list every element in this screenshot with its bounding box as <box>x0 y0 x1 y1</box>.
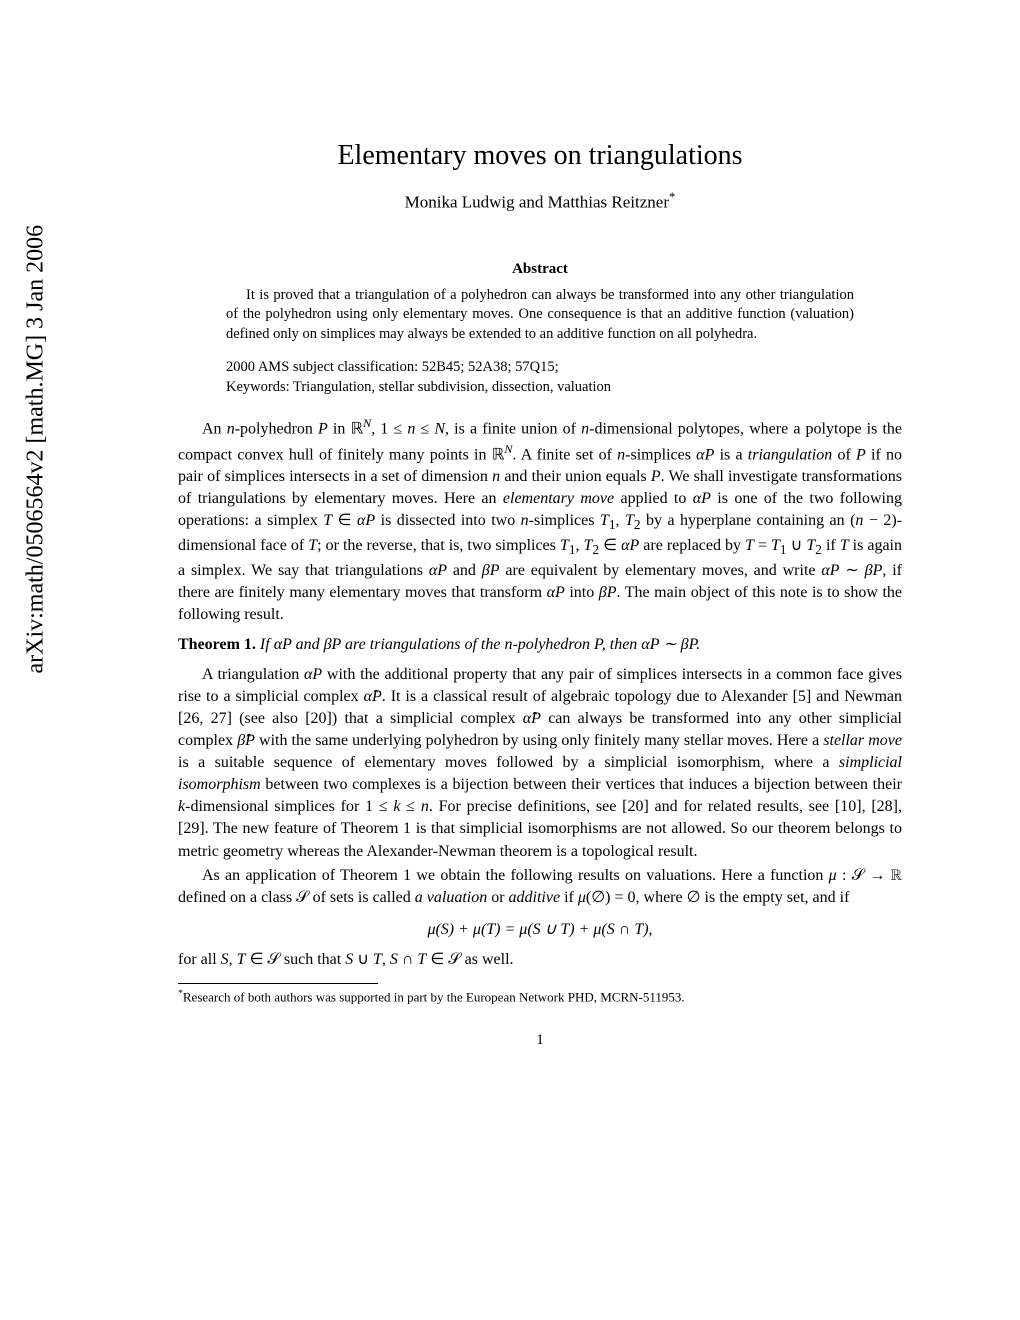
body-paragraph-3: As an application of Theorem 1 we obtain… <box>178 865 902 909</box>
theorem-1: Theorem 1. If αP and βP are triangulatio… <box>178 634 902 656</box>
paper-authors: Monika Ludwig and Matthias Reitzner* <box>178 190 902 213</box>
meta-block: 2000 AMS subject classification: 52B45; … <box>178 358 902 397</box>
ams-classification: 2000 AMS subject classification: 52B45; … <box>226 358 854 378</box>
body-paragraph-1: An n-polyhedron P in ℝN, 1 ≤ n ≤ N, is a… <box>178 415 902 625</box>
body-paragraph-2: A triangulation αP with the additional p… <box>178 664 902 863</box>
abstract-heading: Abstract <box>178 261 902 278</box>
paper-title: Elementary moves on triangulations <box>178 140 902 172</box>
footnote: *Research of both authors was supported … <box>178 988 902 1006</box>
arxiv-identifier: arXiv:math/0506564v2 [math.MG] 3 Jan 200… <box>23 225 50 674</box>
author-names: Monika Ludwig and Matthias Reitzner <box>405 193 669 212</box>
abstract-body-text: It is proved that a triangulation of a p… <box>226 287 854 342</box>
footnote-text: Research of both authors was supported i… <box>183 989 685 1004</box>
theorem-1-label: Theorem 1. <box>178 636 256 653</box>
page-content: Elementary moves on triangulations Monik… <box>178 140 902 1049</box>
author-footnote-marker: * <box>669 190 675 204</box>
page-number: 1 <box>178 1032 902 1049</box>
abstract-text: It is proved that a triangulation of a p… <box>226 286 854 345</box>
body-paragraph-4: for all S, T ∈ 𝒮 such that S ∪ T, S ∩ T … <box>178 949 902 971</box>
equation-1: μ(S) + μ(T) = μ(S ∪ T) + μ(S ∩ T), <box>178 919 902 939</box>
keywords: Keywords: Triangulation, stellar subdivi… <box>226 378 854 398</box>
theorem-1-body: If αP and βP are triangulations of the n… <box>260 636 700 653</box>
footnote-rule <box>178 983 378 984</box>
